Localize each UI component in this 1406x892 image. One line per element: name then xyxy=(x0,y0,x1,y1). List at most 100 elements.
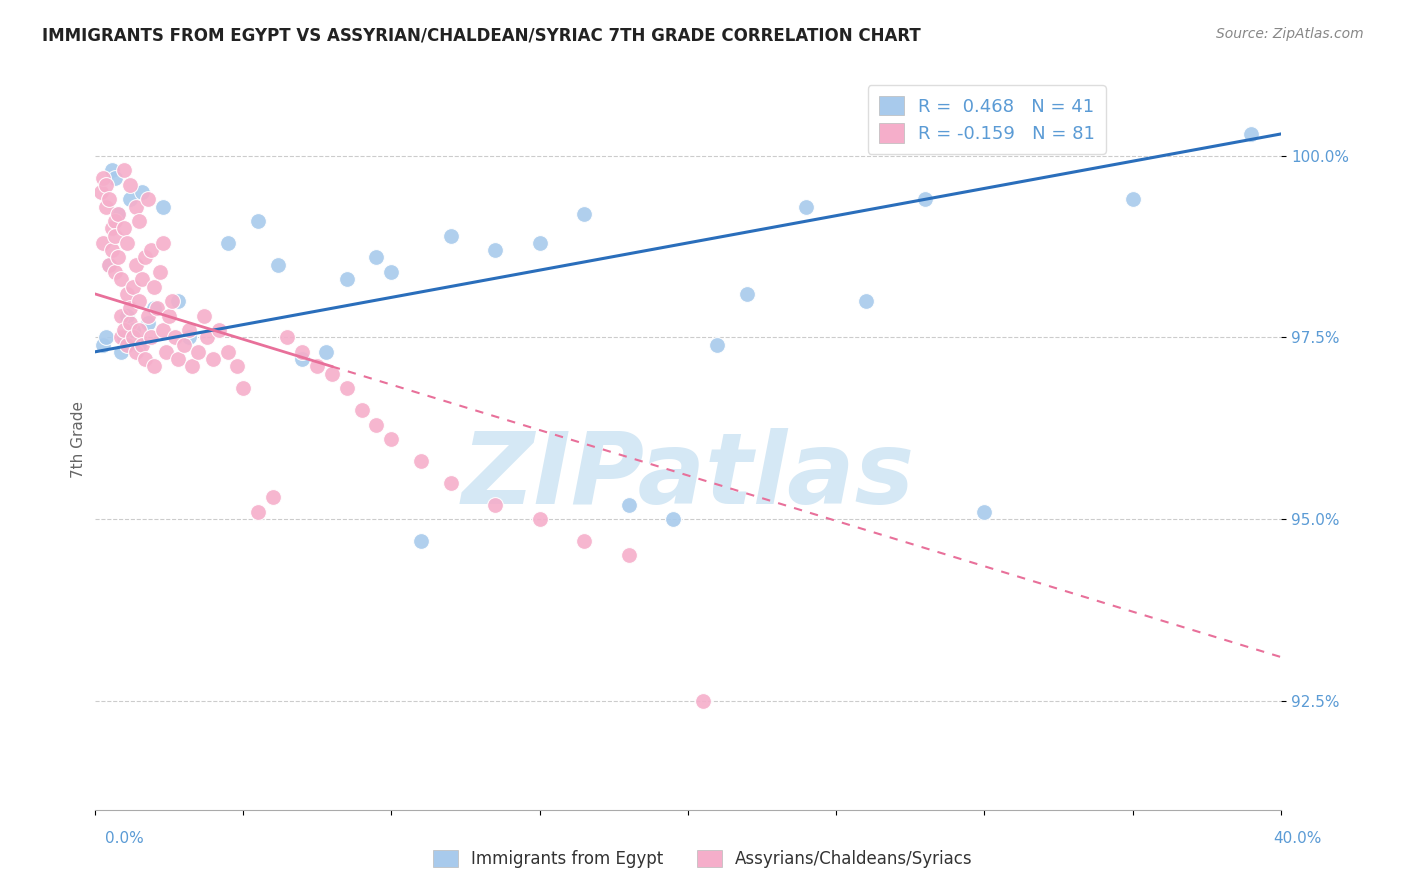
Point xyxy=(125,200,148,214)
Point xyxy=(173,337,195,351)
Y-axis label: 7th Grade: 7th Grade xyxy=(72,401,86,477)
Point xyxy=(110,345,132,359)
Point xyxy=(122,330,145,344)
Point xyxy=(232,381,254,395)
Point xyxy=(93,170,115,185)
Point xyxy=(529,235,551,250)
Point xyxy=(125,258,148,272)
Point xyxy=(291,345,314,359)
Point xyxy=(321,367,343,381)
Point xyxy=(439,228,461,243)
Point xyxy=(104,265,127,279)
Point xyxy=(131,272,153,286)
Point xyxy=(125,345,148,359)
Legend: Immigrants from Egypt, Assyrians/Chaldeans/Syriacs: Immigrants from Egypt, Assyrians/Chaldea… xyxy=(426,843,980,875)
Point xyxy=(110,272,132,286)
Point xyxy=(104,170,127,185)
Point xyxy=(706,337,728,351)
Point xyxy=(217,345,239,359)
Point xyxy=(409,533,432,548)
Point xyxy=(796,200,818,214)
Point xyxy=(380,265,402,279)
Point xyxy=(1122,192,1144,206)
Point xyxy=(128,214,150,228)
Point xyxy=(107,207,129,221)
Point xyxy=(336,381,359,395)
Point xyxy=(136,309,159,323)
Point xyxy=(131,185,153,199)
Point xyxy=(115,286,138,301)
Point xyxy=(202,352,225,367)
Point xyxy=(136,316,159,330)
Point xyxy=(149,265,172,279)
Point xyxy=(291,352,314,367)
Point xyxy=(336,272,359,286)
Point xyxy=(163,330,186,344)
Text: 0.0%: 0.0% xyxy=(105,831,145,846)
Point xyxy=(139,330,162,344)
Point xyxy=(120,316,142,330)
Point xyxy=(305,359,328,374)
Point xyxy=(98,258,121,272)
Point xyxy=(101,243,124,257)
Point xyxy=(735,286,758,301)
Point xyxy=(187,345,209,359)
Point xyxy=(484,243,506,257)
Point xyxy=(195,330,218,344)
Point xyxy=(120,178,142,192)
Point xyxy=(246,505,269,519)
Point xyxy=(98,192,121,206)
Point xyxy=(101,221,124,235)
Point xyxy=(89,185,111,199)
Point xyxy=(1240,127,1263,141)
Point xyxy=(662,512,685,526)
Point xyxy=(112,330,135,344)
Point xyxy=(217,235,239,250)
Point xyxy=(134,251,156,265)
Point xyxy=(409,454,432,468)
Point xyxy=(617,549,640,563)
Point xyxy=(692,694,714,708)
Point xyxy=(142,301,165,316)
Point xyxy=(155,345,177,359)
Point xyxy=(128,293,150,308)
Point xyxy=(115,235,138,250)
Point xyxy=(366,417,388,432)
Point xyxy=(142,279,165,293)
Point xyxy=(208,323,231,337)
Point xyxy=(166,352,188,367)
Point xyxy=(112,221,135,235)
Point xyxy=(166,293,188,308)
Text: Source: ZipAtlas.com: Source: ZipAtlas.com xyxy=(1216,27,1364,41)
Point xyxy=(112,323,135,337)
Point xyxy=(136,192,159,206)
Point xyxy=(152,235,174,250)
Point xyxy=(115,309,138,323)
Text: ZIPatlas: ZIPatlas xyxy=(461,427,914,524)
Point xyxy=(366,251,388,265)
Point xyxy=(110,330,132,344)
Point xyxy=(572,207,595,221)
Point xyxy=(152,323,174,337)
Point xyxy=(115,337,138,351)
Point xyxy=(120,301,142,316)
Point xyxy=(104,228,127,243)
Point xyxy=(93,337,115,351)
Point xyxy=(146,301,169,316)
Point xyxy=(98,258,121,272)
Point xyxy=(855,293,877,308)
Point xyxy=(484,498,506,512)
Point xyxy=(617,498,640,512)
Point xyxy=(276,330,298,344)
Point xyxy=(914,192,936,206)
Point xyxy=(96,330,118,344)
Point xyxy=(315,345,337,359)
Point xyxy=(179,323,201,337)
Point xyxy=(107,207,129,221)
Point xyxy=(181,359,204,374)
Point xyxy=(107,251,129,265)
Point xyxy=(101,163,124,178)
Point xyxy=(193,309,215,323)
Text: IMMIGRANTS FROM EGYPT VS ASSYRIAN/CHALDEAN/SYRIAC 7TH GRADE CORRELATION CHART: IMMIGRANTS FROM EGYPT VS ASSYRIAN/CHALDE… xyxy=(42,27,921,45)
Point xyxy=(439,475,461,490)
